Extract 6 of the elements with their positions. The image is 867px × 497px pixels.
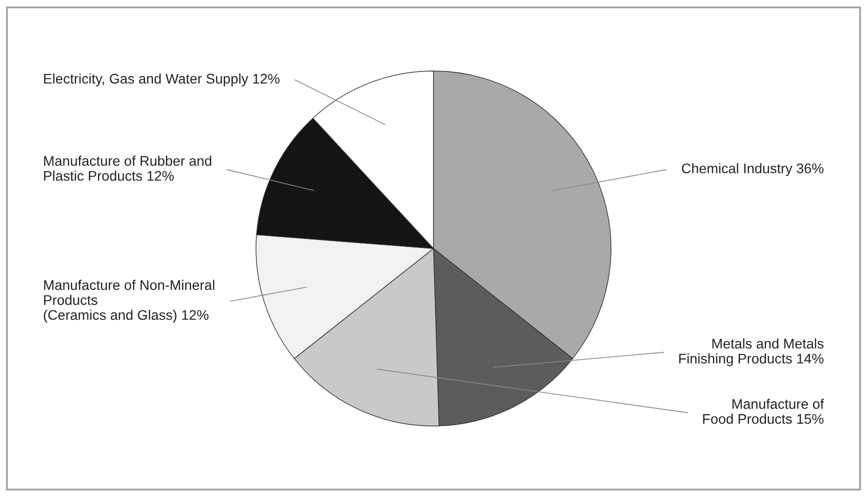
slice-label: Manufacture of Food Products 15% <box>703 398 824 424</box>
slice-label: Manufacture of Non-Mineral Products (Ceramics and Glass) 12% <box>44 280 214 323</box>
slice-label: Electricity, Gas and Water Supply 12% <box>44 73 280 86</box>
slice-label: Chemical Industry 36% <box>682 163 824 176</box>
slice-label: Metals and Metals Finishing Products 14% <box>679 338 824 366</box>
slice-label: Manufacture of Rubber and Plastic Products 12% <box>44 156 212 181</box>
